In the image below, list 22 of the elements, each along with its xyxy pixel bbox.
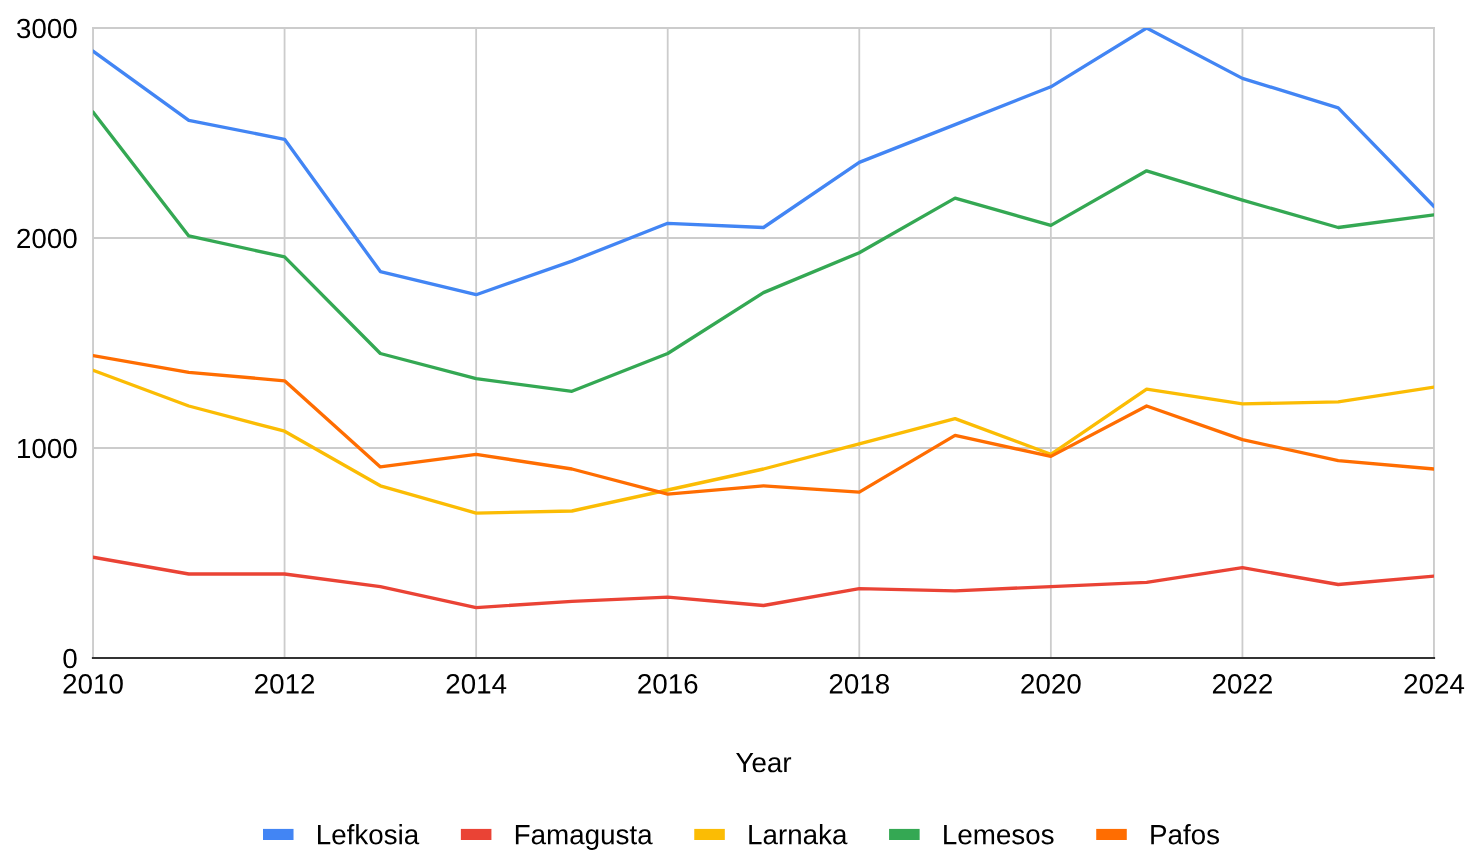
x-axis-title: Year	[736, 752, 792, 773]
x-tick-label: 2012	[255, 674, 315, 694]
x-tick-label: 2022	[1212, 674, 1272, 694]
y-tick-label: 2000	[17, 228, 77, 249]
line-series	[93, 353, 1434, 496]
legend-label: Pafos	[1151, 824, 1220, 845]
y-tick-label: 1000	[18, 438, 77, 459]
x-tick-label: 2020	[1021, 674, 1081, 694]
line-series	[93, 110, 1434, 393]
line-series	[93, 555, 1434, 610]
x-tick-label: 2018	[829, 674, 889, 694]
y-tick-label: 3000	[16, 18, 77, 39]
x-tick-label: 2016	[638, 674, 698, 694]
y-tick-label: 0	[63, 648, 77, 669]
legend-label: Lemesos	[944, 825, 1054, 845]
line-series	[93, 368, 1434, 515]
x-tick-label: 2014	[446, 674, 507, 694]
legend-label: Larnaka	[749, 824, 848, 845]
x-tick-label: 2024	[1404, 674, 1465, 694]
x-tick-label: 2010	[63, 674, 123, 694]
legend-label: Famagusta	[515, 825, 653, 850]
legend-label: Lefkosia	[318, 824, 420, 845]
